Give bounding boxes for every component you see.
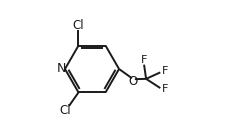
- Text: O: O: [128, 75, 137, 88]
- Text: F: F: [140, 55, 147, 65]
- Text: F: F: [161, 84, 167, 94]
- Text: N: N: [57, 62, 66, 75]
- Text: F: F: [161, 66, 167, 76]
- Text: Cl: Cl: [60, 104, 71, 117]
- Text: Cl: Cl: [72, 18, 84, 31]
